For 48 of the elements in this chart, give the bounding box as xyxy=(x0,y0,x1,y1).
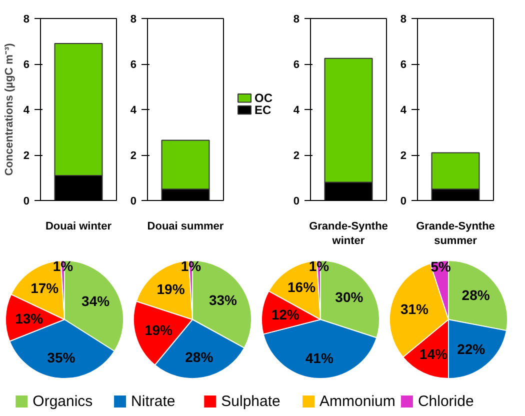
x-tick-label: Grande-Synthe summer xyxy=(416,220,495,247)
data-label: 22% xyxy=(457,341,486,357)
y-tick-label: 2 xyxy=(130,150,137,162)
data-label: 12% xyxy=(271,306,300,323)
y-tick-label: 0 xyxy=(23,196,30,208)
data-label: 35% xyxy=(47,350,76,366)
data-label: 31% xyxy=(400,300,430,317)
data-label: 34% xyxy=(82,293,110,310)
data-label: 28% xyxy=(185,349,214,366)
legend-label: Chloride xyxy=(418,393,474,410)
data-label: 30% xyxy=(335,288,364,305)
y-tick-label: 4 xyxy=(23,104,30,116)
y-tick-label: 0 xyxy=(130,196,137,208)
data-label: 33% xyxy=(208,292,238,308)
y-tick-label: 8 xyxy=(293,14,300,26)
y-tick-label: 8 xyxy=(400,14,407,26)
data-label: 16% xyxy=(288,279,316,296)
data-label: 41% xyxy=(305,350,334,366)
data-label: 19% xyxy=(156,281,186,298)
y-tick-label: 0 xyxy=(400,196,407,208)
data-label: 17% xyxy=(30,280,60,296)
y-tick-label: 4 xyxy=(400,104,408,116)
y-tick-label: 2 xyxy=(23,150,30,162)
y-tick-label: 6 xyxy=(23,59,30,71)
y-tick-label: 6 xyxy=(130,59,137,71)
y-tick-label: 6 xyxy=(293,59,300,71)
x-tick-label: Douai summer xyxy=(147,220,224,232)
data-label: 13% xyxy=(15,310,44,326)
y-tick-label: 8 xyxy=(130,14,137,26)
y-tick-label: 2 xyxy=(400,150,407,162)
legend-label: Nitrate xyxy=(131,393,176,410)
y-tick-label: 2 xyxy=(293,150,300,162)
y-tick-label: 4 xyxy=(130,104,138,116)
legend-label: Ammonium xyxy=(320,393,396,410)
legend-label: EC xyxy=(254,103,272,117)
y-axis-title: Concentrations (µgC m⁻³) xyxy=(3,42,16,176)
y-tick-label: 8 xyxy=(23,14,30,26)
y-tick-label: 4 xyxy=(293,104,300,116)
legend-label: OC xyxy=(254,91,273,106)
legend-label: Sulphate xyxy=(221,393,280,410)
y-tick-label: 0 xyxy=(293,196,300,208)
x-tick-label: Grande-Synthe winter xyxy=(309,220,388,247)
data-label: 28% xyxy=(462,287,490,304)
data-label: 19% xyxy=(144,322,174,338)
data-label: 14% xyxy=(419,346,448,362)
y-tick-label: 6 xyxy=(400,59,407,71)
x-tick-label: Douai winter xyxy=(45,220,112,232)
legend-label: Organics xyxy=(32,393,93,410)
